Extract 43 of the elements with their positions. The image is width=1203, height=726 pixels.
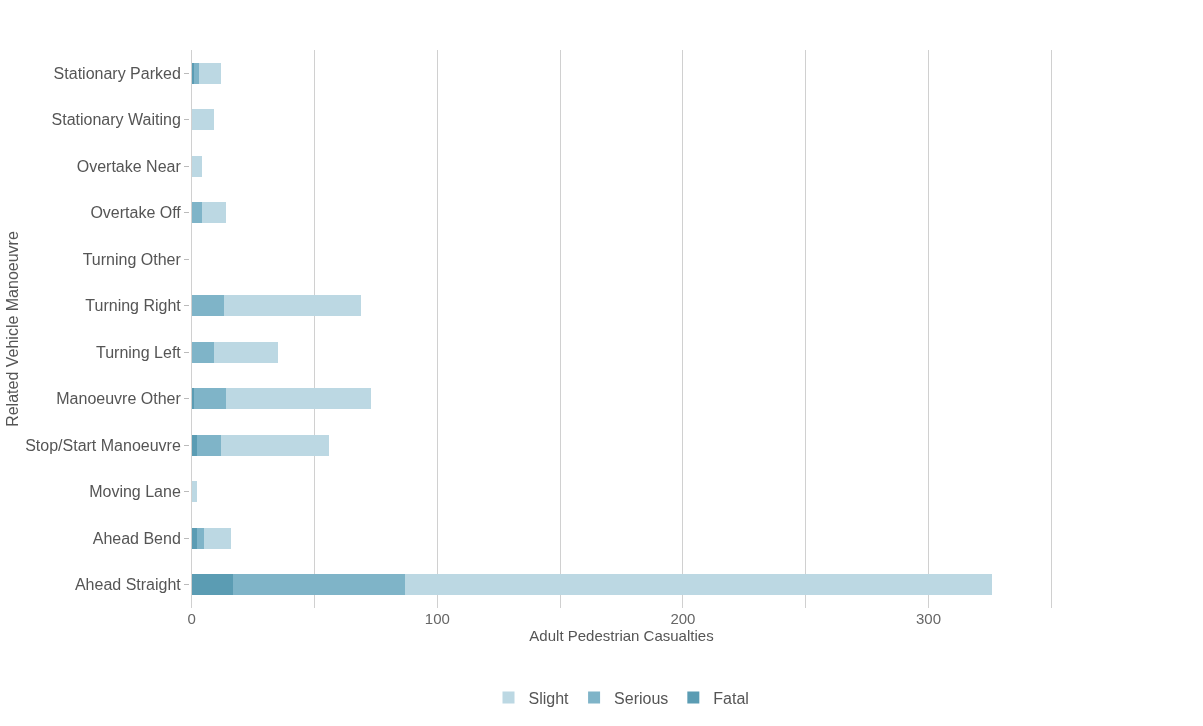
bar	[223, 295, 362, 317]
bar	[194, 62, 200, 84]
y-tick-label: Turning Right	[85, 297, 182, 315]
bar	[226, 388, 371, 410]
bar	[196, 527, 204, 549]
x-axis-title: Adult Pedestrian Casualties	[529, 627, 714, 644]
bar	[196, 434, 222, 456]
y-tick-label: Overtake Near	[76, 157, 182, 175]
bar	[191, 527, 197, 549]
y-tick-label: Turning Left	[96, 343, 182, 361]
x-tick-label: 300	[915, 610, 942, 627]
legend-label: Slight	[528, 689, 570, 707]
bar	[191, 155, 202, 177]
bar	[201, 202, 227, 224]
bar	[191, 434, 197, 456]
y-tick-label: Manoeuvre Other	[56, 390, 182, 408]
bar	[405, 574, 993, 596]
y-tick-label: Stationary Parked	[53, 64, 181, 82]
bar	[191, 295, 224, 317]
x-tick-label: 0	[187, 610, 196, 627]
y-tick-label: Ahead Bend	[92, 529, 181, 547]
y-tick-label: Turning Other	[82, 250, 182, 268]
bar	[191, 202, 202, 224]
y-tick-label: Overtake Off	[90, 204, 182, 222]
bar	[199, 62, 222, 84]
y-axis-title: Related Vehicle Manoeuvre	[4, 231, 22, 427]
y-tick-label: Ahead Straight	[74, 576, 182, 594]
bar	[191, 574, 234, 596]
bar	[213, 341, 278, 363]
bar	[191, 341, 214, 363]
y-tick-label: Moving Lane	[89, 483, 181, 501]
x-tick-label: 100	[424, 610, 450, 627]
bar	[191, 481, 197, 503]
bar	[191, 109, 214, 131]
bar	[221, 434, 330, 456]
y-tick-label: Stationary Waiting	[51, 111, 181, 129]
legend-label: Fatal	[713, 689, 749, 707]
y-tick-label: Stop/Start Manoeuvre	[25, 436, 181, 454]
bar	[233, 574, 406, 596]
legend-label: Serious	[614, 689, 669, 707]
x-tick-label: 200	[670, 610, 696, 627]
bar	[204, 527, 232, 549]
bar	[194, 388, 227, 410]
